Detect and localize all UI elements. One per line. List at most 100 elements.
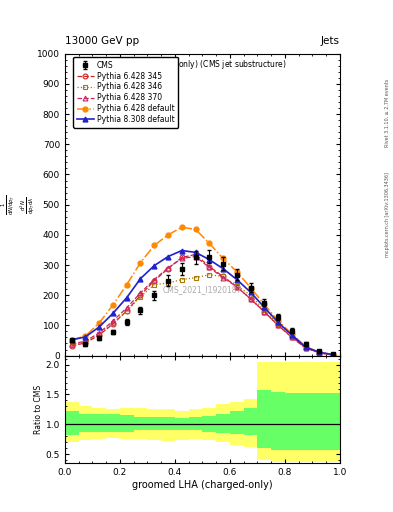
Pythia 6.428 370 [331, 352, 336, 358]
Pythia 6.428 346 [248, 292, 253, 298]
Pythia 8.308 default [221, 266, 226, 272]
Pythia 6.428 345 [111, 321, 116, 327]
Pythia 6.428 370 [69, 341, 74, 347]
Pythia 6.428 345 [303, 345, 308, 351]
Pythia 6.428 default [152, 242, 156, 248]
Line: Pythia 6.428 345: Pythia 6.428 345 [69, 252, 336, 357]
Pythia 8.308 default [152, 263, 156, 269]
Pythia 6.428 default [248, 285, 253, 291]
Pythia 6.428 default [193, 226, 198, 232]
Pythia 6.428 346 [221, 273, 226, 280]
Pythia 6.428 370 [138, 290, 143, 296]
Pythia 6.428 345 [276, 323, 281, 329]
Pythia 8.308 default [207, 257, 212, 263]
Text: mcplots.cern.ch [arXiv:1306.3436]: mcplots.cern.ch [arXiv:1306.3436] [385, 173, 389, 258]
Pythia 6.428 default [166, 232, 171, 238]
Line: Pythia 6.428 370: Pythia 6.428 370 [69, 254, 336, 357]
Y-axis label: Ratio to CMS: Ratio to CMS [34, 385, 43, 434]
Pythia 6.428 370 [289, 334, 294, 340]
Line: Pythia 6.428 346: Pythia 6.428 346 [69, 272, 336, 357]
Pythia 6.428 345 [193, 251, 198, 258]
Pythia 6.428 345 [221, 273, 226, 280]
Pythia 6.428 345 [179, 254, 184, 261]
Pythia 8.308 default [125, 294, 129, 301]
Pythia 6.428 370 [303, 345, 308, 351]
Pythia 6.428 370 [234, 284, 239, 290]
Pythia 6.428 default [317, 349, 322, 355]
Pythia 6.428 346 [207, 271, 212, 278]
Y-axis label: $\frac{1}{\mathrm{d}N/\mathrm{d}p_T}$
$\frac{\mathrm{d}^2N}{\mathrm{d}p_T\mathrm: $\frac{1}{\mathrm{d}N/\mathrm{d}p_T}$ $\… [0, 195, 36, 215]
Text: Jets: Jets [321, 36, 340, 46]
Pythia 8.308 default [317, 349, 322, 355]
Pythia 6.428 346 [234, 283, 239, 289]
Text: CMS_2021_I1920187: CMS_2021_I1920187 [163, 285, 242, 294]
Pythia 6.428 346 [166, 280, 171, 286]
Pythia 6.428 345 [166, 266, 171, 272]
Pythia 6.428 370 [166, 265, 171, 271]
Pythia 8.308 default [166, 253, 171, 260]
Pythia 6.428 345 [83, 340, 88, 346]
Line: Pythia 8.308 default: Pythia 8.308 default [69, 248, 336, 357]
Pythia 6.428 346 [303, 344, 308, 350]
Pythia 6.428 345 [262, 309, 267, 315]
Pythia 6.428 default [276, 318, 281, 324]
Line: Pythia 6.428 default: Pythia 6.428 default [69, 225, 336, 357]
Pythia 6.428 346 [125, 308, 129, 314]
Pythia 6.428 default [83, 333, 88, 339]
Pythia 8.308 default [97, 324, 101, 330]
Pythia 6.428 default [221, 255, 226, 262]
Pythia 8.308 default [276, 319, 281, 326]
Pythia 6.428 370 [111, 318, 116, 324]
Pythia 8.308 default [193, 249, 198, 255]
Pythia 6.428 default [331, 352, 336, 358]
Pythia 6.428 370 [125, 305, 129, 311]
Pythia 8.308 default [331, 352, 336, 358]
Pythia 6.428 345 [248, 296, 253, 302]
Pythia 6.428 346 [262, 307, 267, 313]
Pythia 8.308 default [248, 289, 253, 295]
X-axis label: groomed LHA (charged-only): groomed LHA (charged-only) [132, 480, 273, 490]
Pythia 8.308 default [262, 304, 267, 310]
Pythia 6.428 default [138, 260, 143, 266]
Pythia 6.428 345 [97, 332, 101, 338]
Pythia 6.428 default [262, 301, 267, 307]
Pythia 6.428 345 [207, 264, 212, 270]
Pythia 6.428 346 [289, 333, 294, 339]
Pythia 6.428 default [125, 282, 129, 288]
Pythia 6.428 370 [221, 274, 226, 281]
Pythia 6.428 370 [207, 264, 212, 270]
Pythia 6.428 default [97, 320, 101, 326]
Pythia 6.428 346 [317, 350, 322, 356]
Pythia 8.308 default [234, 276, 239, 283]
Pythia 8.308 default [138, 275, 143, 282]
Pythia 6.428 370 [317, 350, 322, 356]
Pythia 6.428 346 [331, 352, 336, 358]
Pythia 6.428 345 [138, 292, 143, 298]
Text: 13000 GeV pp: 13000 GeV pp [65, 36, 139, 46]
Pythia 6.428 345 [125, 308, 129, 314]
Pythia 6.428 345 [152, 278, 156, 284]
Pythia 6.428 345 [289, 334, 294, 340]
Pythia 6.428 370 [262, 309, 267, 315]
Pythia 6.428 default [303, 344, 308, 350]
Pythia 6.428 345 [331, 352, 336, 358]
Pythia 6.428 346 [83, 339, 88, 345]
Pythia 6.428 345 [234, 284, 239, 290]
Pythia 8.308 default [69, 337, 74, 343]
Pythia 6.428 346 [97, 331, 101, 337]
Pythia 8.308 default [179, 247, 184, 253]
Pythia 6.428 346 [276, 321, 281, 327]
Pythia 6.428 346 [138, 294, 143, 300]
Pythia 6.428 370 [193, 253, 198, 260]
Pythia 6.428 default [289, 331, 294, 337]
Text: Rivet 3.1.10, ≥ 2.7M events: Rivet 3.1.10, ≥ 2.7M events [385, 78, 389, 147]
Pythia 6.428 default [207, 240, 212, 246]
Pythia 6.428 default [69, 337, 74, 343]
Pythia 6.428 370 [97, 330, 101, 336]
Pythia 8.308 default [111, 310, 116, 316]
Pythia 6.428 346 [69, 342, 74, 348]
Pythia 6.428 default [111, 302, 116, 308]
Pythia 6.428 370 [248, 296, 253, 302]
Pythia 8.308 default [289, 332, 294, 338]
Pythia 6.428 346 [111, 320, 116, 326]
